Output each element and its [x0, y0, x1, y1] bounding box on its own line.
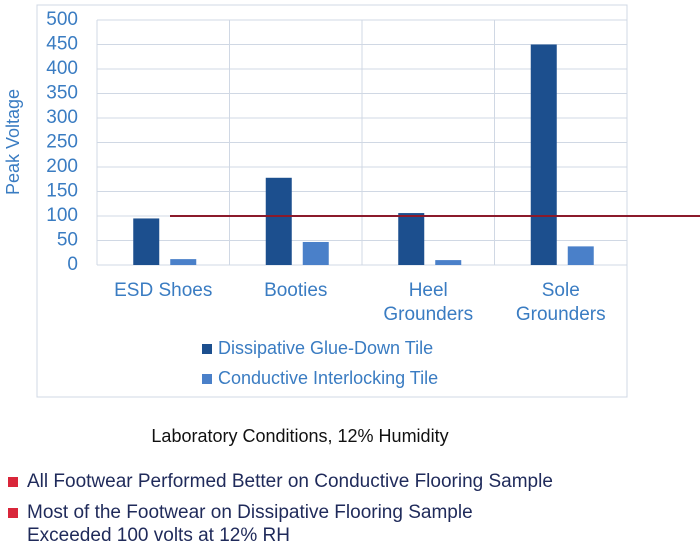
bar: [435, 260, 462, 265]
y-tick-label: 350: [46, 83, 78, 104]
y-tick-label: 400: [46, 58, 78, 79]
bullet-list: All Footwear Performed Better on Conduct…: [8, 470, 553, 555]
legend-swatch: [202, 374, 212, 384]
x-tick-label: ESD Shoes: [114, 280, 213, 301]
y-tick-label: 500: [46, 9, 78, 30]
y-axis-label: Peak Voltage: [3, 89, 23, 195]
y-tick-label: 200: [46, 156, 78, 177]
y-tick-label: 0: [67, 254, 78, 275]
note: Laboratory Conditions, 12% Humidity: [151, 426, 449, 446]
y-tick-label: 450: [46, 34, 78, 55]
y-tick-label: 150: [46, 181, 78, 202]
x-tick-label: Booties: [264, 280, 328, 301]
bullet: Most of the Footwear on Dissipative Floo…: [8, 501, 537, 547]
bar: [398, 213, 425, 265]
y-tick-label: 250: [46, 132, 78, 153]
legend-label: Dissipative Glue-Down Tile: [218, 338, 433, 358]
bar: [265, 177, 292, 265]
y-tick-label: 50: [57, 230, 78, 251]
bullet: All Footwear Performed Better on Conduct…: [8, 470, 553, 493]
bar: [302, 241, 329, 265]
legend-label: Conductive Interlocking Tile: [218, 368, 438, 388]
y-tick-label: 300: [46, 107, 78, 128]
bar: [530, 44, 557, 265]
legend-swatch: [202, 344, 212, 354]
bar: [133, 218, 160, 265]
x-tick-label: Sole Grounders: [515, 280, 606, 325]
y-tick-label: 100: [46, 205, 78, 226]
bar: [170, 259, 197, 265]
bar: [567, 246, 594, 265]
x-tick-label: Heel Grounders: [383, 280, 474, 325]
